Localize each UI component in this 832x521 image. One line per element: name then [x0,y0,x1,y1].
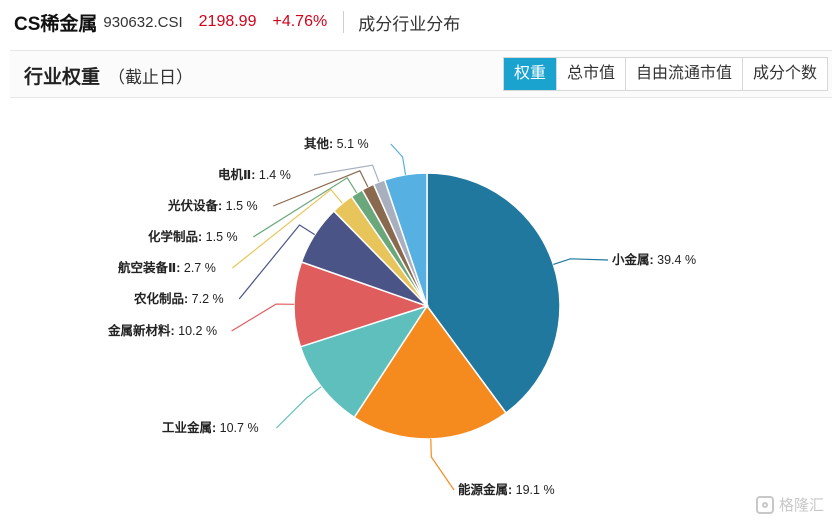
slice-label: 其他: 5.1 % [304,136,369,151]
index-price: 2198.99 [198,13,257,30]
pie-slice[interactable] [383,172,428,307]
leader-line [313,164,380,183]
panel-title: 行业权重 （截止日） [24,62,193,89]
slice-label: 化学制品: 1.5 % [148,229,238,244]
leader-line [231,303,295,332]
panel-header: 行业权重 （截止日） 权重 总市值 自由流通市值 成分个数 [10,51,832,98]
leader-line [272,170,369,207]
metric-tabs: 权重 总市值 自由流通市值 成分个数 [502,57,828,91]
slice-label: 航空装备Ⅱ: 2.7 % [118,260,216,275]
tab-constituent-count[interactable]: 成分个数 [741,58,827,90]
tab-total-market-cap[interactable]: 总市值 [555,58,625,90]
index-code: 930632.CSI [103,13,183,31]
leader-line [553,258,609,265]
leader-line [430,438,455,491]
tab-weight[interactable]: 权重 [503,58,556,90]
index-header: CS稀金属 930632.CSI 2198.99 +4.76% 成分行业分布 [0,0,832,44]
header-divider [343,11,345,33]
slice-label: 农化制品: 7.2 % [133,291,224,306]
index-name: CS稀金属 [14,13,98,35]
watermark-text: 格隆汇 [778,497,824,514]
leader-line [390,143,407,175]
leader-line [238,224,316,300]
slice-label: 电机Ⅱ: 1.4 % [218,167,291,182]
leader-line [275,386,322,429]
panel-title-text: 行业权重 [24,67,101,88]
slice-label: 工业金属: 10.7 % [162,420,259,435]
page-title: 成分行业分布 [358,14,461,34]
gelonghui-logo-icon [755,495,774,514]
leader-line [252,176,358,238]
pie-slice[interactable] [353,304,508,440]
panel-subtitle: （截止日） [108,68,194,87]
index-change: +4.76% [272,13,328,30]
pie-slice[interactable] [426,172,561,415]
slice-label: 金属新材料: 10.2 % [107,323,217,338]
watermark: 格隆汇 [755,494,824,515]
slice-label: 能源金属: 19.1 % [458,482,555,497]
tab-free-float-market-cap[interactable]: 自由流通市值 [624,58,742,90]
leader-line [232,188,343,269]
pie-slice[interactable] [293,261,430,348]
slice-label: 光伏设备: 1.5 % [167,198,258,213]
slice-label: 小金属: 39.4 % [611,252,696,267]
